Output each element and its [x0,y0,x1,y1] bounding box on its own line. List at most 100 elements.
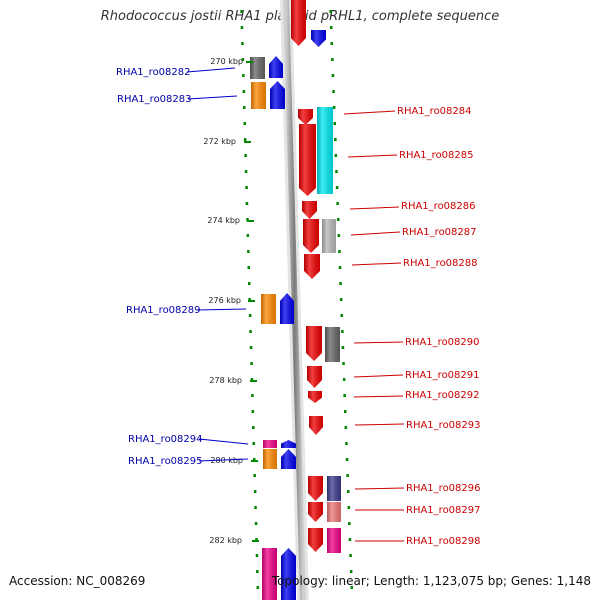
left-rail-tick [247,266,250,269]
right-rail-tick [331,74,335,77]
feature-ro08287-gray[interactable] [322,219,336,253]
left-rail-tick [251,410,255,413]
gene-label-ro08282[interactable]: RHA1_ro08282 [116,67,191,78]
feature-ro08298-red[interactable] [308,528,323,552]
feature-ro08294-blue[interactable] [281,440,296,448]
feature-bottom-magenta[interactable] [262,548,277,600]
gene-leader-ro08286 [349,206,400,210]
gene-label-ro08292[interactable]: RHA1_ro08292 [405,390,480,401]
right-rail-tick [345,442,348,445]
left-rail-tick [240,10,243,13]
gene-label-ro08298[interactable]: RHA1_ro08298 [406,536,481,547]
left-rail-tick [255,554,259,557]
feature-ro08296-navy[interactable] [327,476,341,501]
gene-leader-ro08287 [350,231,401,236]
feature-ro08291-red[interactable] [307,366,322,388]
left-rail-tick [253,458,256,461]
gene-label-ro08287[interactable]: RHA1_ro08287 [402,227,477,238]
feature-ro08290-gray[interactable] [325,327,340,362]
left-rail-tick [253,474,256,477]
gene-label-ro08289[interactable]: RHA1_ro08289 [126,305,201,316]
gene-label-ro08288[interactable]: RHA1_ro08288 [403,258,478,269]
gene-leader-ro08289 [196,308,247,311]
right-rail-tick [346,474,349,477]
right-rail-tick [345,458,349,461]
right-rail-tick [340,314,343,317]
feature-ro08285-red[interactable] [299,124,316,196]
gene-leader-ro08285 [347,154,398,158]
feature-ro08295-orange[interactable] [263,449,277,469]
feature-ro08295-blue[interactable] [281,449,296,469]
gene-label-ro08294[interactable]: RHA1_ro08294 [128,434,203,445]
feature-ro08289-orange[interactable] [261,294,276,324]
feature-ro08296-red[interactable] [308,476,323,501]
gene-leader-ro08291 [353,374,404,378]
right-rail-tick [337,218,340,221]
left-rail-tick [251,394,254,397]
feature-top-blue[interactable] [311,30,326,47]
feature-ro08287-red[interactable] [303,219,319,253]
feature-ro08294-magenta[interactable] [263,440,277,448]
left-rail-tick [252,426,255,429]
scale-label-282: 282 kbp [209,536,242,545]
right-rail-tick [342,378,346,381]
right-rail-tick [331,58,334,61]
feature-ro08284-red[interactable] [298,109,313,125]
scale-label-272: 272 kbp [203,137,236,146]
feature-ro08283-blue[interactable] [270,81,285,109]
feature-top-red[interactable] [291,0,306,46]
left-rail-tick [240,26,244,29]
left-rail-tick [241,42,244,45]
left-rail-tick [248,298,251,301]
gene-leader-ro08295 [198,458,249,462]
gene-label-ro08296[interactable]: RHA1_ro08296 [406,483,481,494]
gene-leader-ro08293 [354,423,405,426]
left-rail-tick [250,378,254,381]
gene-label-ro08286[interactable]: RHA1_ro08286 [401,201,476,212]
gene-label-ro08285[interactable]: RHA1_ro08285 [399,150,474,161]
gene-label-ro08290[interactable]: RHA1_ro08290 [405,337,480,348]
right-rail-tick [341,330,344,333]
scale-label-276: 276 kbp [208,296,241,305]
gene-label-ro08297[interactable]: RHA1_ro08297 [406,505,481,516]
feature-ro08292-red[interactable] [308,391,322,403]
left-rail-tick [242,74,245,77]
right-gene-labels: RHA1_ro08284 RHA1_ro08285 RHA1_ro08286 R… [343,106,481,547]
left-rail-tick [253,490,257,493]
feature-ro08288-red[interactable] [304,254,320,279]
feature-bottom-blue[interactable] [281,548,296,600]
right-rail-tick [338,266,342,269]
gene-label-ro08295[interactable]: RHA1_ro08295 [128,456,203,467]
right-rail-tick [349,570,353,573]
right-rail-tick [344,426,348,429]
gene-leader-ro08284 [343,110,396,115]
topology-text: Topology: linear; Length: 1,123,075 bp; … [271,574,591,588]
feature-ro08286-red[interactable] [302,201,317,219]
feature-ro08282-gray[interactable] [250,57,265,79]
left-rail-tick [244,154,247,157]
feature-ro08293-red[interactable] [309,416,323,435]
right-rail-tick [332,90,335,93]
feature-ro08297-salmon[interactable] [327,502,341,522]
right-rail-tick [330,42,333,45]
feature-ro08282-blue[interactable] [269,56,283,78]
feature-ro08289-blue[interactable] [280,293,294,324]
feature-ro08297-red[interactable] [308,502,323,522]
right-rail-tick [344,410,347,413]
feature-ro08298-magenta[interactable] [327,528,341,553]
left-rail-tick [245,202,249,205]
gene-leader-ro08282 [186,67,236,73]
backbone [283,0,306,600]
gene-label-ro08293[interactable]: RHA1_ro08293 [406,420,481,431]
scale-label-280: 280 kbp [210,456,243,465]
gene-label-ro08284[interactable]: RHA1_ro08284 [397,106,472,117]
left-rail-tick [248,282,251,285]
tick-rails [240,10,353,589]
feature-ro08290-red[interactable] [306,326,322,361]
left-rail-tick [249,346,253,349]
gene-label-ro08283[interactable]: RHA1_ro08283 [117,94,192,105]
left-rail-tick [246,218,249,221]
gene-label-ro08291[interactable]: RHA1_ro08291 [405,370,480,381]
feature-ro08284-cyan[interactable] [317,107,333,194]
feature-ro08283-orange[interactable] [251,82,266,109]
